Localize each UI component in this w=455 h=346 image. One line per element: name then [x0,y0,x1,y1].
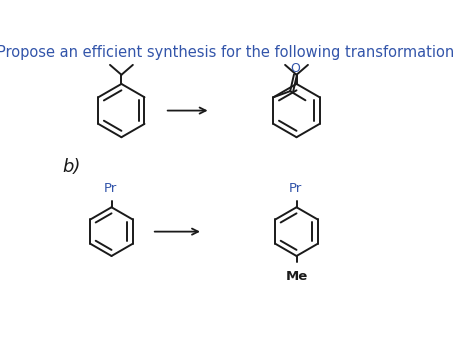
Text: O: O [290,62,300,75]
Text: Pr: Pr [288,182,301,195]
Text: b): b) [62,158,80,176]
Text: Pr: Pr [103,182,116,195]
Text: Me: Me [285,270,307,283]
Text: Propose an efficient synthesis for the following transformation:: Propose an efficient synthesis for the f… [0,45,455,60]
